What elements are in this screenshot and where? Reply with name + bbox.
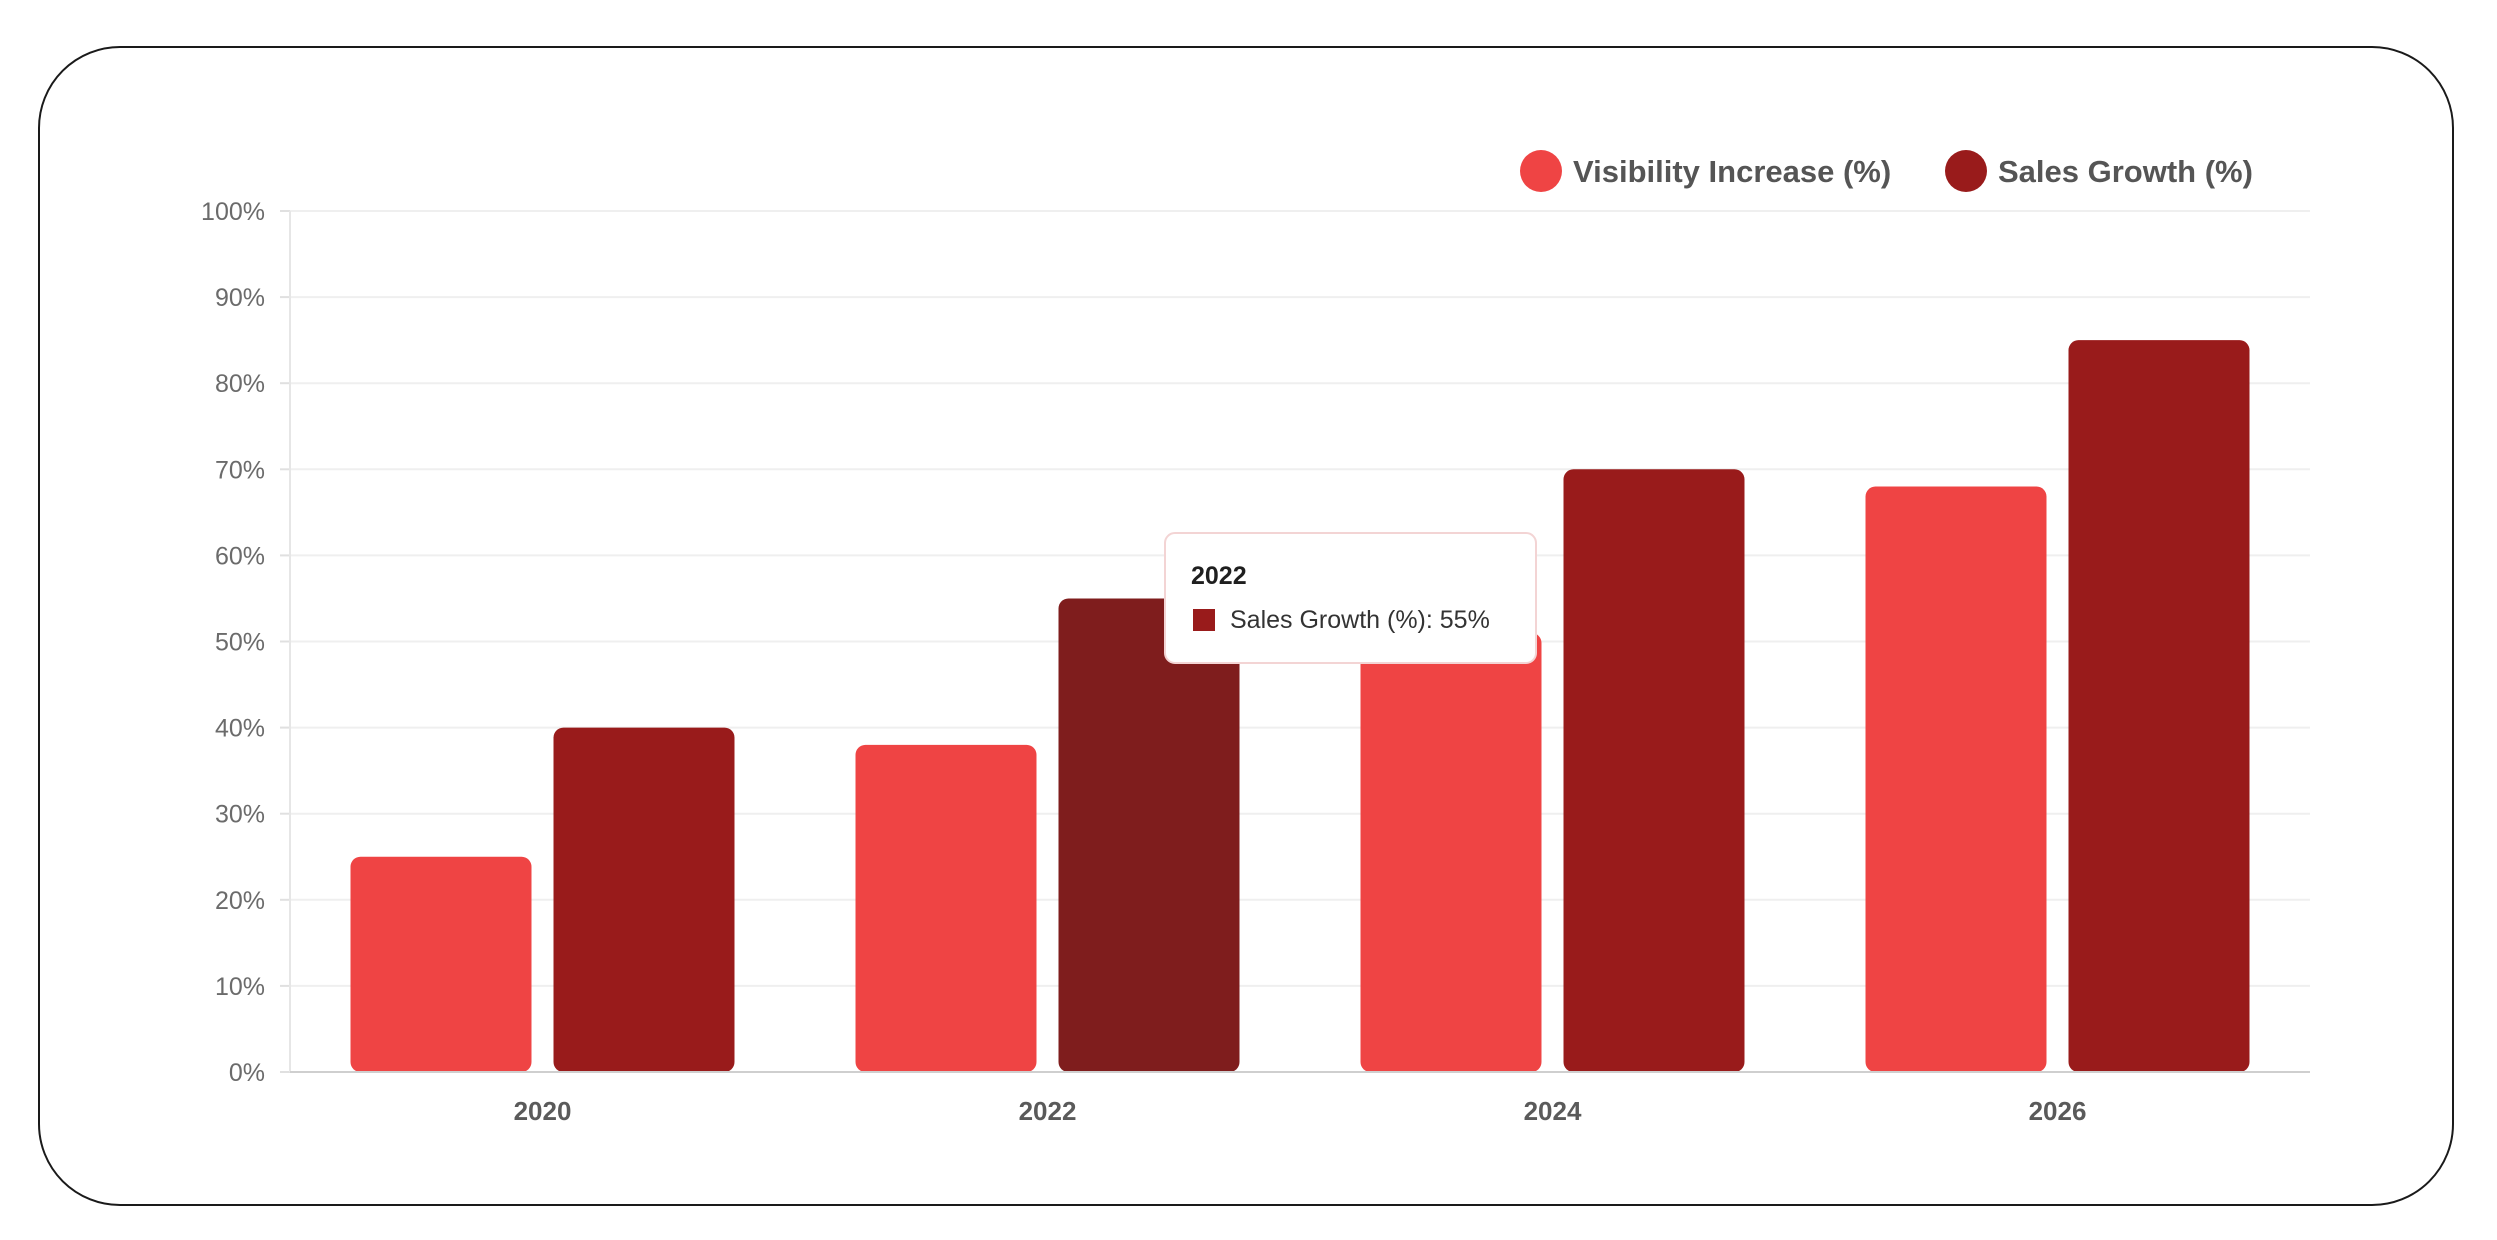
bar-visibility-2024[interactable] bbox=[1360, 632, 1542, 1072]
legend-item-visibility[interactable]: Visibility Increase (%) bbox=[1520, 150, 1891, 192]
y-tick-label: 20% bbox=[215, 887, 265, 915]
legend-label-visibility: Visibility Increase (%) bbox=[1573, 154, 1891, 189]
y-tick-label: 0% bbox=[229, 1059, 265, 1087]
legend-swatch-visibility bbox=[1520, 150, 1562, 192]
y-tick-label: 100% bbox=[201, 198, 265, 226]
legend-item-sales[interactable]: Sales Growth (%) bbox=[1945, 150, 2253, 192]
bars bbox=[350, 340, 2250, 1072]
y-tick-label: 10% bbox=[215, 973, 265, 1001]
x-tick-label: 2020 bbox=[514, 1096, 572, 1126]
tooltip-swatch bbox=[1193, 609, 1215, 631]
legend-swatch-sales bbox=[1945, 150, 1987, 192]
tooltip-title: 2022 bbox=[1191, 562, 1247, 590]
bar-sales-2026[interactable] bbox=[2068, 340, 2250, 1072]
bar-visibility-2026[interactable] bbox=[1865, 486, 2047, 1072]
tooltip: 2022 Sales Growth (%): 55% bbox=[1164, 532, 1537, 664]
x-tick-label: 2026 bbox=[2029, 1096, 2087, 1126]
y-tick-label: 70% bbox=[215, 456, 265, 484]
x-tick-label: 2024 bbox=[1524, 1096, 1582, 1126]
tooltip-value: Sales Growth (%): 55% bbox=[1230, 606, 1490, 634]
axes: 0% 10% 20% 30% 40% 50% 60% 70% 80% 90% 100% 2020 202… bbox=[201, 198, 2310, 1126]
legend-label-sales: Sales Growth (%) bbox=[1998, 154, 2253, 189]
bar-sales-2024[interactable] bbox=[1563, 469, 1745, 1072]
y-tick-label: 50% bbox=[215, 629, 265, 657]
y-tick-label: 40% bbox=[215, 715, 265, 743]
bar-visibility-2020[interactable] bbox=[350, 856, 532, 1072]
bar-visibility-2022[interactable] bbox=[855, 744, 1037, 1072]
y-tick-label: 60% bbox=[215, 542, 265, 570]
y-tick-label: 30% bbox=[215, 801, 265, 829]
legend: Visibility Increase (%) Sales Growth (%) bbox=[1520, 150, 2253, 192]
x-tick-label: 2022 bbox=[1019, 1096, 1077, 1126]
y-tick-label: 80% bbox=[215, 370, 265, 398]
bar-sales-2022[interactable] bbox=[1058, 598, 1240, 1072]
y-tick-label: 90% bbox=[215, 284, 265, 312]
tooltip-box bbox=[1164, 532, 1537, 664]
bar-sales-2020[interactable] bbox=[553, 727, 735, 1072]
